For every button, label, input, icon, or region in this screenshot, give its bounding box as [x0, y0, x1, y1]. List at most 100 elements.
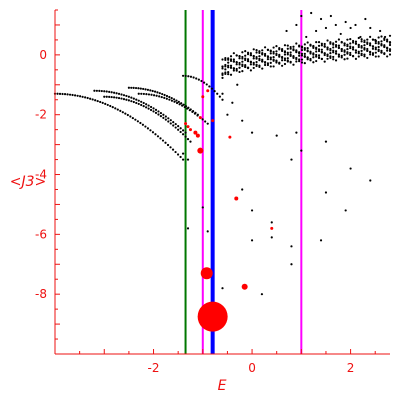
data-point [168, 98, 171, 101]
data-point [357, 43, 360, 47]
data-point [140, 103, 143, 107]
data-point [329, 41, 332, 44]
data-point [320, 42, 323, 45]
data-point [140, 100, 143, 103]
data-point [227, 61, 230, 64]
data-point [351, 41, 355, 44]
data-point [309, 44, 312, 47]
data-point [134, 86, 138, 90]
data-point [275, 50, 278, 53]
data-point [303, 48, 306, 51]
data-point [261, 49, 264, 52]
data-point [317, 54, 321, 57]
y-tick-label: -8 [35, 287, 47, 301]
data-point [252, 57, 255, 60]
data-point [95, 89, 98, 92]
data-point [346, 57, 349, 60]
data-point [261, 53, 264, 56]
data-point [270, 236, 273, 239]
data-point [283, 58, 287, 62]
data-point [275, 59, 278, 62]
data-point [317, 56, 321, 60]
data-point [272, 50, 275, 53]
data-point [363, 53, 366, 56]
data-point [306, 50, 309, 53]
data-point [235, 61, 238, 64]
data-point [285, 29, 288, 33]
data-point [244, 54, 247, 57]
data-point [306, 41, 309, 44]
data-point [236, 83, 239, 86]
y-tick-label: 0 [39, 48, 47, 62]
data-point [249, 63, 252, 66]
data-point [292, 49, 295, 52]
data-point [326, 54, 329, 58]
data-point [165, 97, 168, 100]
data-point [269, 61, 272, 64]
data-point [132, 97, 135, 100]
data-point [337, 46, 340, 50]
red-data-point [197, 147, 204, 154]
data-point [255, 64, 258, 68]
red-data-point [206, 89, 210, 93]
data-point [369, 53, 372, 56]
data-point [300, 58, 304, 61]
data-point [130, 100, 133, 103]
data-point [206, 230, 209, 233]
red-data-point [200, 267, 213, 280]
data-point [154, 133, 157, 136]
data-point [360, 49, 363, 52]
data-point [360, 40, 363, 43]
data-point [249, 54, 252, 57]
data-point [176, 153, 180, 156]
data-point [371, 52, 375, 55]
data-point [241, 60, 244, 63]
data-point [227, 73, 230, 76]
data-point [238, 57, 241, 60]
data-point [66, 93, 69, 96]
data-point [183, 105, 186, 109]
data-point [303, 52, 306, 55]
data-point [349, 38, 352, 41]
data-point [160, 95, 163, 99]
data-point [340, 47, 343, 51]
data-point [371, 45, 375, 48]
data-point [263, 52, 267, 56]
data-point [295, 42, 298, 45]
data-point [84, 96, 87, 99]
data-marks [53, 11, 392, 332]
data-point [275, 53, 278, 57]
data-point [349, 45, 352, 48]
data-point [306, 47, 309, 50]
data-point [258, 64, 261, 67]
data-point [290, 158, 293, 161]
data-point [269, 52, 272, 55]
data-point [354, 23, 357, 27]
data-point [380, 49, 383, 52]
data-point [360, 53, 363, 57]
data-point [115, 96, 118, 99]
data-point [377, 36, 380, 39]
data-point [186, 107, 189, 110]
data-point [324, 26, 328, 30]
data-point [174, 150, 177, 154]
data-point [315, 50, 318, 53]
data-point [263, 46, 267, 49]
data-point [244, 65, 247, 68]
data-point [250, 239, 254, 242]
data-point [153, 90, 157, 93]
data-point [386, 47, 389, 50]
data-point [377, 45, 380, 49]
data-point [120, 97, 123, 100]
data-point [158, 92, 161, 95]
data-point [115, 92, 118, 95]
data-point [130, 96, 133, 99]
data-point [63, 93, 67, 96]
data-point [383, 52, 386, 56]
data-point [252, 48, 255, 51]
data-point [129, 115, 132, 118]
data-point [167, 117, 170, 120]
data-point [354, 40, 358, 43]
data-point [137, 99, 140, 102]
data-point [56, 92, 59, 95]
